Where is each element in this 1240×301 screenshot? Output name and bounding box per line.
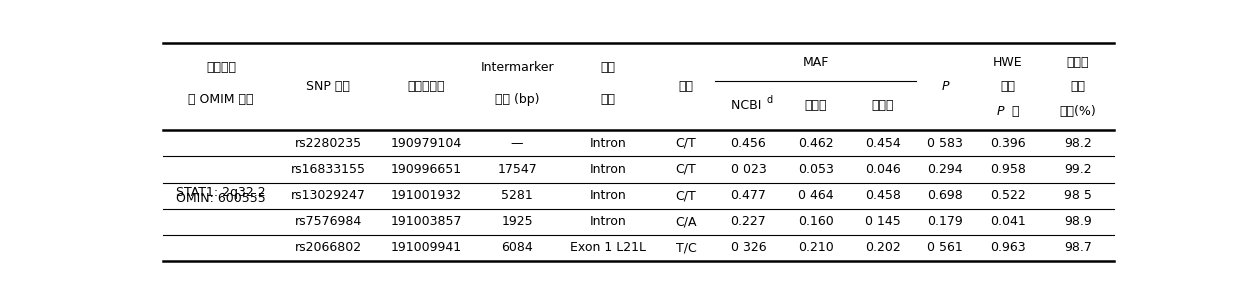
Text: 0.179: 0.179 [928,215,963,228]
Text: 0.053: 0.053 [797,163,833,176]
Text: 0.210: 0.210 [797,241,833,254]
Text: 0.396: 0.396 [990,137,1025,150]
Text: 0.160: 0.160 [797,215,833,228]
Text: P: P [996,104,1004,118]
Text: 基因型: 基因型 [1066,56,1089,69]
Text: Intermarker: Intermarker [480,61,554,74]
Text: 98.7: 98.7 [1064,241,1091,254]
Text: 0.698: 0.698 [928,189,963,202]
Text: 98.2: 98.2 [1064,137,1091,150]
Text: Intron: Intron [590,163,626,176]
Text: 0 583: 0 583 [928,137,963,150]
Text: rs13029247: rs13029247 [291,189,366,202]
Text: 对照组: 对照组 [805,99,827,112]
Text: 突变: 突变 [678,80,693,93]
Text: 定位: 定位 [600,93,615,106]
Text: 基因: 基因 [600,61,615,74]
Text: 0.294: 0.294 [928,163,963,176]
Text: Intron: Intron [590,189,626,202]
Text: C/T: C/T [676,163,697,176]
Text: 0.046: 0.046 [864,163,900,176]
Text: 比率(%): 比率(%) [1059,104,1096,118]
Text: 0.958: 0.958 [990,163,1025,176]
Text: 99.2: 99.2 [1064,163,1091,176]
Text: 0.227: 0.227 [730,215,766,228]
Text: 6084: 6084 [501,241,533,254]
Text: 0 561: 0 561 [928,241,963,254]
Text: T/C: T/C [676,241,697,254]
Text: 距离 (bp): 距离 (bp) [495,93,539,106]
Text: 5281: 5281 [501,189,533,202]
Text: STAT1: 2q32.2: STAT1: 2q32.2 [176,186,265,199]
Text: 0 326: 0 326 [730,241,766,254]
Text: 1925: 1925 [501,215,533,228]
Text: 191001932: 191001932 [391,189,461,202]
Text: rs2066802: rs2066802 [295,241,362,254]
Text: MAF: MAF [802,56,828,69]
Text: 及 OMIM 编号: 及 OMIM 编号 [188,93,254,106]
Text: Intron: Intron [590,215,626,228]
Text: 191009941: 191009941 [391,241,461,254]
Text: Intron: Intron [590,137,626,150]
Text: 染色体位置: 染色体位置 [408,80,445,93]
Text: SNP 编号: SNP 编号 [306,80,350,93]
Text: 17547: 17547 [497,163,537,176]
Text: 0.522: 0.522 [990,189,1025,202]
Text: 值: 值 [1012,104,1019,118]
Text: 基因位置: 基因位置 [206,61,236,74]
Text: rs16833155: rs16833155 [290,163,366,176]
Text: —: — [511,137,523,150]
Text: 98 5: 98 5 [1064,189,1091,202]
Text: 0 145: 0 145 [864,215,900,228]
Text: HWE: HWE [993,56,1023,69]
Text: 0.458: 0.458 [864,189,900,202]
Text: 分型: 分型 [1070,80,1085,93]
Text: 0.202: 0.202 [864,241,900,254]
Text: 98.9: 98.9 [1064,215,1091,228]
Text: rs7576984: rs7576984 [295,215,362,228]
Text: 结核组: 结核组 [872,99,894,112]
Text: 190996651: 190996651 [391,163,461,176]
Text: C/T: C/T [676,137,697,150]
Text: 0 464: 0 464 [797,189,833,202]
Text: 0.041: 0.041 [990,215,1025,228]
Text: 检验: 检验 [1001,80,1016,93]
Text: 0.456: 0.456 [730,137,766,150]
Text: C/A: C/A [676,215,697,228]
Text: NCBI: NCBI [732,99,765,112]
Text: OMIN: 600555: OMIN: 600555 [176,192,265,205]
Text: C/T: C/T [676,189,697,202]
Text: Exon 1 L21L: Exon 1 L21L [570,241,646,254]
Text: 0.454: 0.454 [864,137,900,150]
Text: P: P [941,80,949,93]
Text: 0.477: 0.477 [730,189,766,202]
Text: 190979104: 190979104 [391,137,461,150]
Text: rs2280235: rs2280235 [295,137,362,150]
Text: 191003857: 191003857 [391,215,463,228]
Text: 0 023: 0 023 [730,163,766,176]
Text: 0.963: 0.963 [990,241,1025,254]
Text: 0.462: 0.462 [797,137,833,150]
Text: d: d [766,95,773,105]
